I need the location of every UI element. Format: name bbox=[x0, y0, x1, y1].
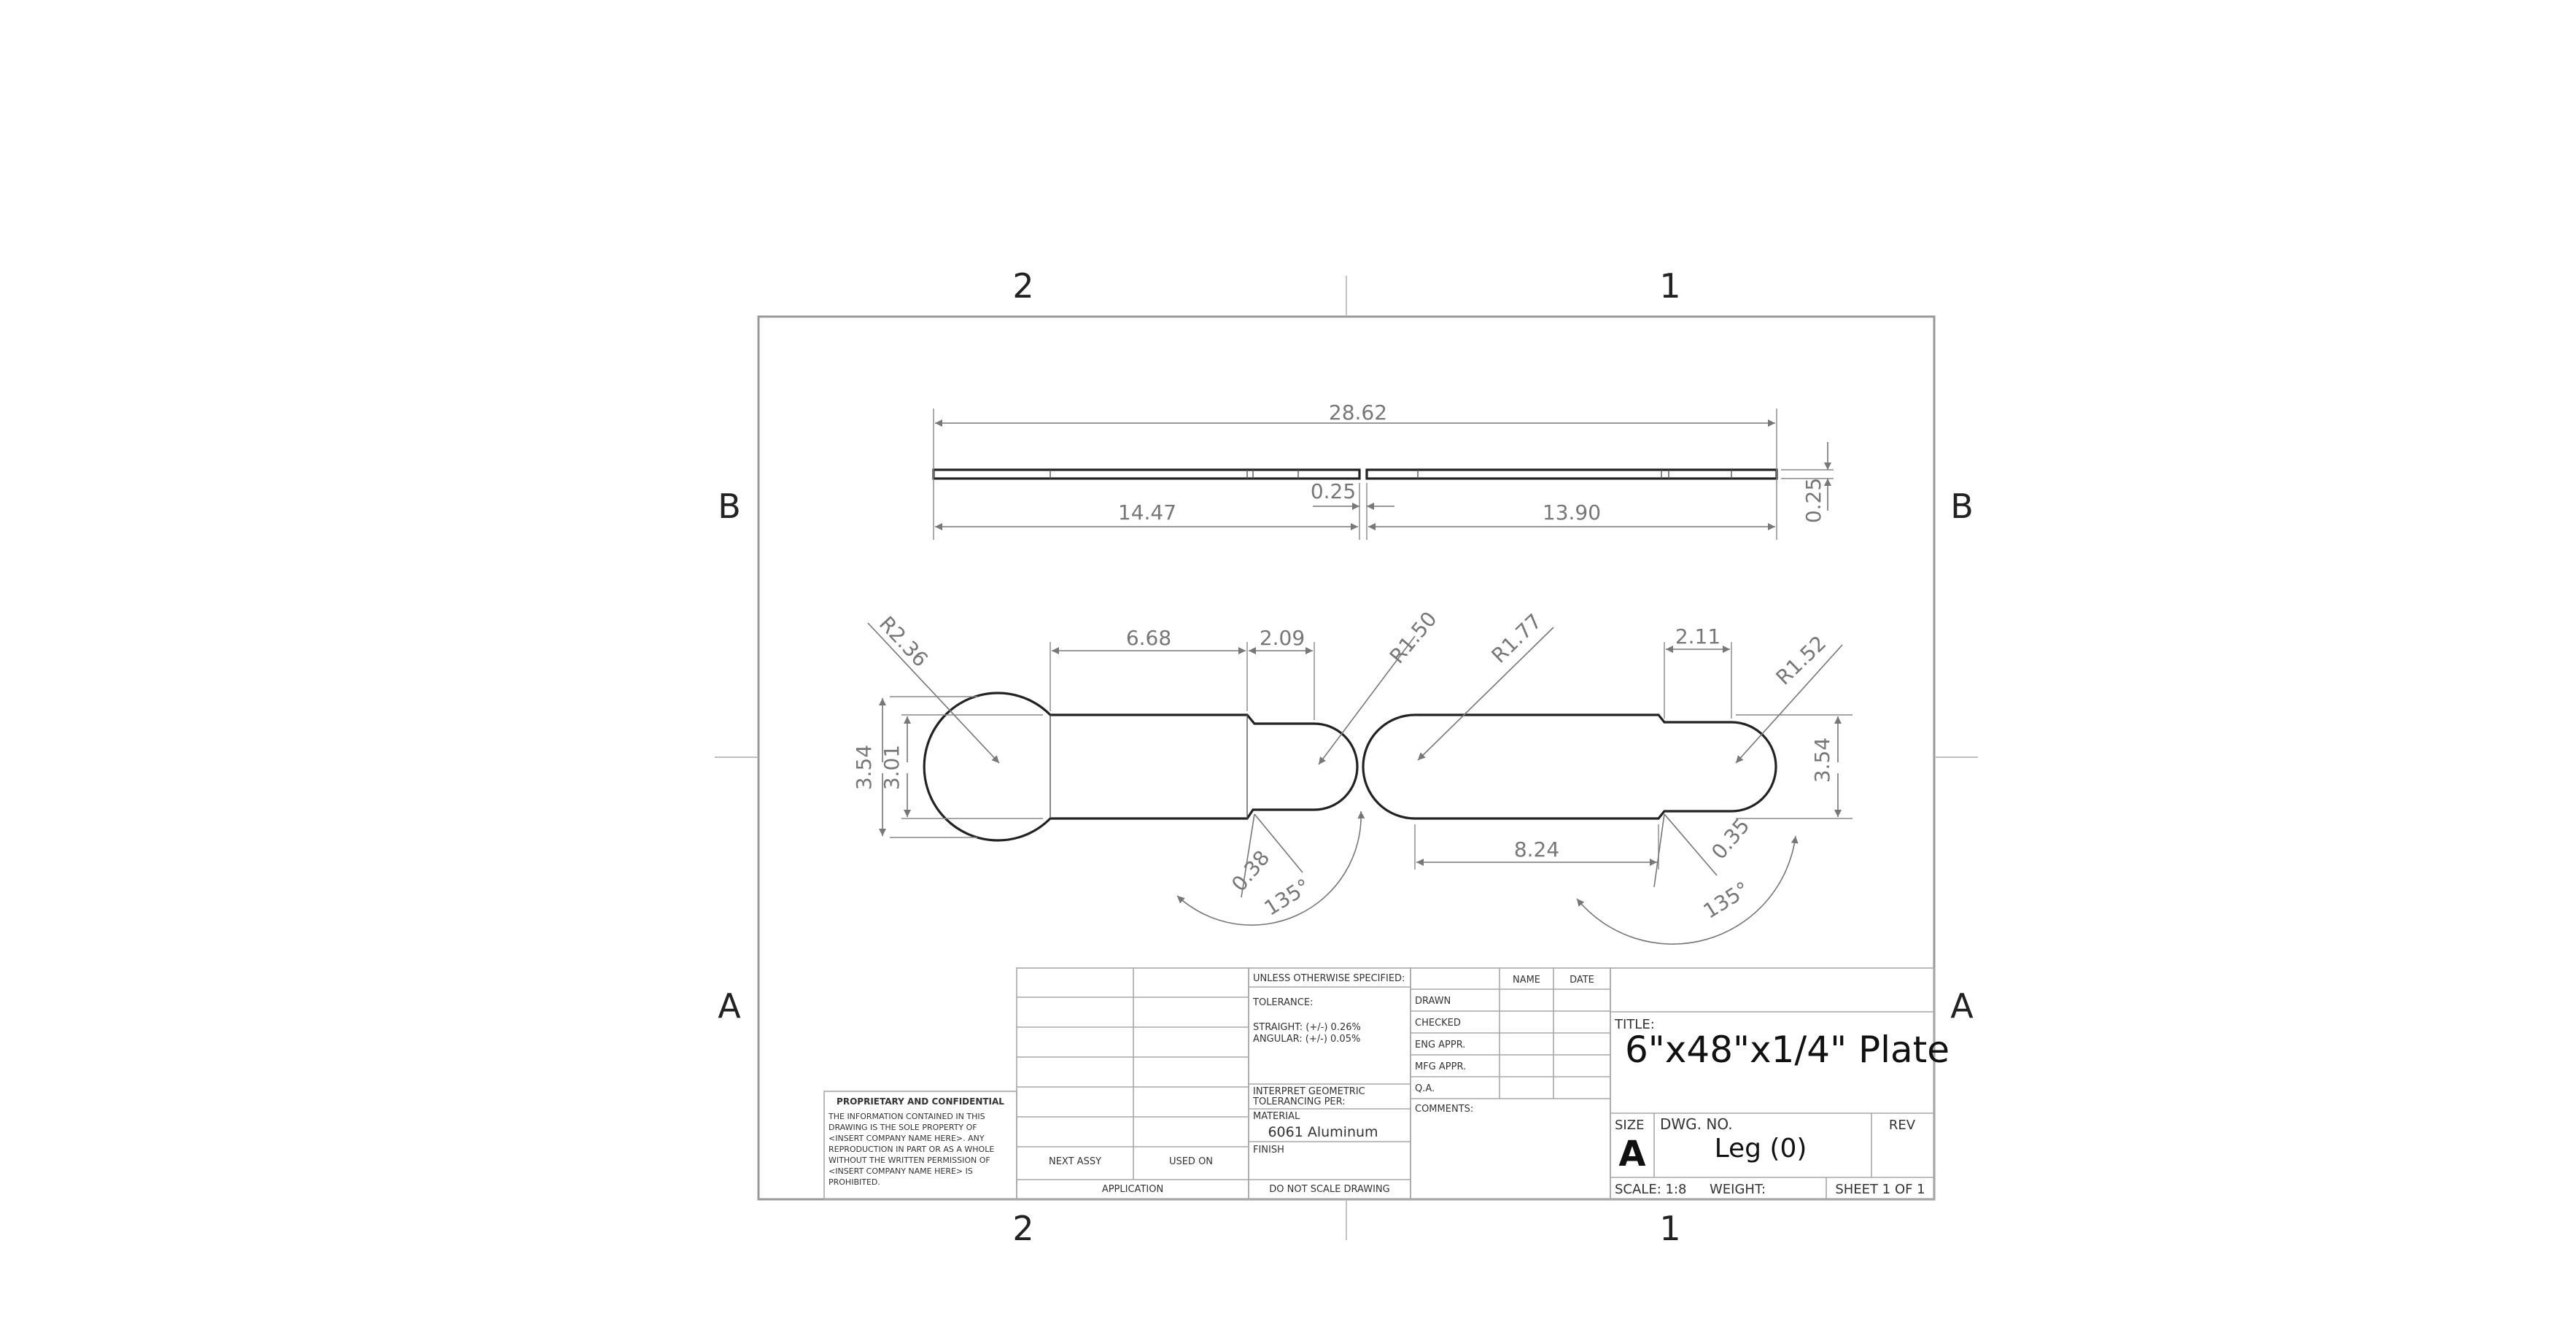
dwg-no-label: DWG. NO. bbox=[1660, 1115, 1733, 1133]
dim-dia-right: 3.54 bbox=[1810, 738, 1834, 783]
proprietary-line-2: DRAWING IS THE SOLE PROPERTY OF bbox=[829, 1123, 977, 1132]
dim-inner-dia-left: 3.01 bbox=[880, 745, 904, 790]
used-on-label: USED ON bbox=[1169, 1156, 1213, 1167]
left-plate-outline bbox=[923, 692, 1359, 842]
dim-chamfer-right: 0.35 bbox=[1707, 813, 1754, 864]
right-plate-outline bbox=[1362, 713, 1777, 820]
dim-outer-dia-left: 3.54 bbox=[852, 745, 876, 790]
name-header: NAME bbox=[1513, 975, 1540, 986]
front-view: 6.68 2.09 2.11 R2.36 R1.50 R1.77 R1.52 3… bbox=[852, 607, 1853, 945]
dim-neck-right: 2.11 bbox=[1675, 624, 1720, 649]
title-block: PROPRIETARY AND CONFIDENTIAL THE INFORMA… bbox=[823, 967, 1950, 1200]
dim-chamfer-left: 0.38 bbox=[1227, 845, 1274, 896]
zone-label-top-2: 2 bbox=[1012, 266, 1033, 306]
tolerance-label: TOLERANCE: bbox=[1252, 997, 1313, 1008]
dim-angle-left: 135° bbox=[1260, 874, 1315, 921]
zone-ticks bbox=[715, 276, 1978, 1240]
left-plate-edge bbox=[932, 468, 1361, 480]
weight-label: WEIGHT: bbox=[1710, 1182, 1766, 1197]
interpret-line-1: INTERPRET GEOMETRIC bbox=[1253, 1086, 1365, 1097]
row-checked: CHECKED bbox=[1415, 1018, 1461, 1029]
scale-label: SCALE: 1:8 bbox=[1615, 1182, 1686, 1197]
comments-label: COMMENTS: bbox=[1415, 1104, 1473, 1115]
date-header: DATE bbox=[1570, 975, 1594, 986]
finish-label: FINISH bbox=[1253, 1145, 1284, 1156]
size-value: A bbox=[1618, 1134, 1645, 1174]
straight-tolerance: STRAIGHT: (+/-) 0.26% bbox=[1253, 1022, 1361, 1033]
top-view: 28.62 14.47 13.90 0.25 0.25 bbox=[932, 400, 1834, 540]
proprietary-line-5: WITHOUT THE WRITTEN PERMISSION OF bbox=[829, 1156, 990, 1165]
dim-right-length: 13.90 bbox=[1543, 500, 1601, 525]
zone-label-right-b: B bbox=[1950, 487, 1974, 526]
material-value: 6061 Aluminum bbox=[1268, 1124, 1378, 1140]
zone-label-top-1: 1 bbox=[1659, 266, 1680, 306]
do-not-scale-label: DO NOT SCALE DRAWING bbox=[1269, 1184, 1389, 1195]
application-label: APPLICATION bbox=[1102, 1184, 1163, 1195]
zone-label-left-a: A bbox=[718, 986, 741, 1026]
dim-gap: 0.25 bbox=[1311, 479, 1356, 503]
proprietary-line-7: PROHIBITED. bbox=[829, 1177, 880, 1187]
zone-label-bottom-1: 1 bbox=[1659, 1209, 1680, 1248]
dim-radius-right-left-end: R1.77 bbox=[1487, 609, 1547, 668]
row-eng-appr: ENG APPR. bbox=[1415, 1040, 1465, 1050]
dwg-no-value: Leg (0) bbox=[1715, 1134, 1807, 1164]
dim-left-length: 14.47 bbox=[1118, 500, 1176, 525]
title-label: TITLE: bbox=[1614, 1017, 1655, 1032]
dim-angle-right: 135° bbox=[1699, 877, 1754, 924]
rev-label: REV bbox=[1889, 1118, 1916, 1133]
row-mfg-appr: MFG APPR. bbox=[1415, 1061, 1466, 1072]
unless-specified-label: UNLESS OTHERWISE SPECIFIED: bbox=[1253, 973, 1405, 984]
zone-label-right-a: A bbox=[1950, 986, 1974, 1026]
proprietary-line-6: <INSERT COMPANY NAME HERE> IS bbox=[829, 1166, 973, 1176]
dim-right-length-bottom: 8.24 bbox=[1514, 837, 1559, 862]
row-drawn: DRAWN bbox=[1415, 996, 1451, 1007]
dim-radius-right-tip: R1.52 bbox=[1772, 631, 1831, 690]
size-label: SIZE bbox=[1615, 1118, 1644, 1133]
proprietary-line-1: THE INFORMATION CONTAINED IN THIS bbox=[828, 1112, 985, 1121]
dim-shaft-length: 6.68 bbox=[1126, 626, 1171, 650]
drawing-title: 6"x48"x1/4" Plate bbox=[1625, 1029, 1950, 1071]
material-label: MATERIAL bbox=[1253, 1111, 1300, 1122]
proprietary-title: PROPRIETARY AND CONFIDENTIAL bbox=[837, 1096, 1004, 1107]
dim-overall-length: 28.62 bbox=[1329, 400, 1387, 425]
proprietary-line-4: REPRODUCTION IN PART OR AS A WHOLE bbox=[829, 1145, 994, 1154]
next-assy-label: NEXT ASSY bbox=[1049, 1156, 1101, 1167]
zone-label-left-b: B bbox=[718, 487, 741, 526]
sheet-label: SHEET 1 OF 1 bbox=[1835, 1182, 1925, 1197]
row-qa: Q.A. bbox=[1415, 1083, 1435, 1094]
dim-radius-left-tip: R1.50 bbox=[1385, 607, 1442, 668]
proprietary-line-3: <INSERT COMPANY NAME HERE>. ANY bbox=[829, 1134, 985, 1143]
dim-radius-left-end: R2.36 bbox=[874, 611, 933, 671]
right-plate-edge bbox=[1365, 468, 1778, 480]
interpret-line-2: TOLERANCING PER: bbox=[1252, 1096, 1346, 1107]
dim-neck-left: 2.09 bbox=[1260, 626, 1305, 650]
dim-thickness: 0.25 bbox=[1801, 478, 1826, 523]
zone-label-bottom-2: 2 bbox=[1012, 1209, 1033, 1248]
angular-tolerance: ANGULAR: (+/-) 0.05% bbox=[1253, 1034, 1360, 1045]
